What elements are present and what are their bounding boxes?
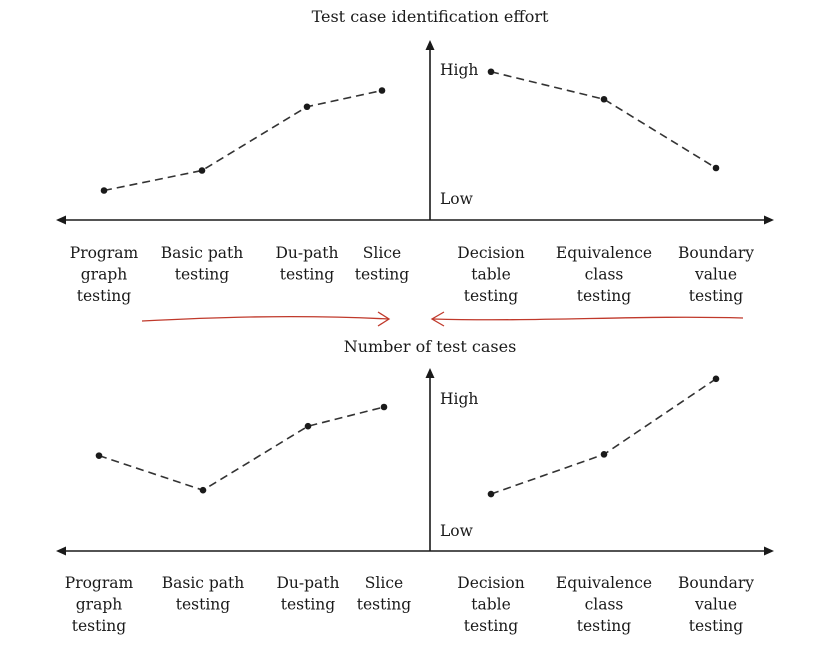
data-point — [199, 486, 207, 494]
category-label-line: testing — [72, 617, 127, 635]
y-low-label: Low — [440, 190, 474, 208]
data-point — [380, 403, 388, 411]
category-label-line: testing — [77, 287, 132, 305]
chart-title: Number of test cases — [344, 337, 517, 356]
category-label-line: table — [471, 266, 511, 284]
chart-title: Test case identification effort — [312, 7, 549, 26]
y-axis-arrowhead — [425, 40, 435, 50]
category-label-line: Du-path — [276, 574, 339, 592]
category-label-line: Basic path — [161, 244, 244, 262]
category-label-line: Equivalence — [556, 574, 652, 592]
category-label-line: testing — [464, 287, 519, 305]
category-label: Decision table testing — [457, 574, 524, 635]
effort-chart: Test case identification effort High Low… — [56, 7, 774, 305]
series-line — [490, 70, 717, 169]
category-label-line: Equivalence — [556, 244, 652, 262]
category-label-line: Decision — [457, 574, 524, 592]
category-label-line: Boundary — [678, 574, 754, 592]
category-label: Program graph testing — [70, 244, 139, 305]
category-label-line: testing — [281, 596, 336, 614]
category-label-line: Decision — [457, 244, 524, 262]
category-label: Boundary value testing — [678, 244, 754, 305]
category-label-line: Slice — [365, 574, 403, 592]
category-label-line: class — [585, 266, 624, 284]
category-label-line: testing — [689, 287, 744, 305]
category-label: Boundary value testing — [678, 574, 754, 635]
category-label: Slice testing — [357, 574, 412, 614]
category-label: Basic path testing — [162, 574, 245, 614]
x-axis-left-arrowhead — [56, 215, 66, 225]
category-label: Basic path testing — [161, 244, 244, 284]
category-label: Program graph testing — [65, 574, 134, 635]
category-label-line: testing — [689, 617, 744, 635]
category-label-line: Program — [65, 574, 134, 592]
data-point — [100, 187, 108, 194]
category-label: Slice testing — [355, 244, 410, 284]
category-label-line: testing — [280, 266, 335, 284]
category-label-line: graph — [76, 596, 122, 614]
data-point — [95, 452, 103, 459]
category-label: Equivalence class testing — [556, 574, 652, 635]
category-label-line: table — [471, 596, 511, 614]
data-point — [198, 167, 206, 174]
category-label-line: Boundary — [678, 244, 754, 262]
x-axis-right-arrowhead — [764, 546, 774, 556]
category-label-line: testing — [176, 596, 231, 614]
data-point — [487, 490, 495, 498]
series-line — [490, 378, 717, 495]
category-label-line: Program — [70, 244, 139, 262]
data-point — [487, 68, 495, 76]
category-label-line: testing — [577, 287, 632, 305]
y-high-label: High — [440, 61, 478, 79]
data-point — [303, 103, 311, 111]
data-point — [600, 95, 608, 103]
annotation-arrowhead-right — [377, 311, 391, 327]
category-label-line: testing — [357, 596, 412, 614]
category-label-line: testing — [464, 617, 519, 635]
category-label-line: Basic path — [162, 574, 245, 592]
data-point — [378, 87, 386, 94]
category-label-line: testing — [355, 266, 410, 284]
category-label: Du-path testing — [276, 574, 339, 614]
x-axis-left-arrowhead — [56, 546, 66, 556]
y-low-label: Low — [440, 522, 474, 540]
category-label-line: class — [585, 596, 624, 614]
category-label-line: testing — [175, 266, 230, 284]
series-line — [98, 406, 385, 492]
data-point — [712, 375, 720, 383]
category-label-line: testing — [577, 617, 632, 635]
x-axis-right-arrowhead — [764, 215, 774, 225]
data-point — [600, 451, 608, 458]
data-point — [712, 164, 720, 172]
y-high-label: High — [440, 390, 478, 408]
category-label: Du-path testing — [275, 244, 338, 284]
category-label-line: Slice — [363, 244, 401, 262]
annotation-arrowhead-left — [430, 311, 445, 327]
category-label-line: value — [694, 266, 737, 284]
category-label: Equivalence class testing — [556, 244, 652, 305]
test-cases-chart: Number of test cases High Low Program gra… — [56, 337, 774, 635]
category-label-line: Du-path — [275, 244, 338, 262]
annotation-arrow-left — [432, 316, 744, 321]
y-axis-arrowhead — [425, 368, 435, 378]
series-line — [103, 89, 383, 192]
category-label: Decision table testing — [457, 244, 524, 305]
data-point — [304, 422, 312, 430]
category-label-line: value — [694, 596, 737, 614]
annotation-arrow-right — [141, 315, 389, 322]
category-label-line: graph — [81, 266, 127, 284]
annotation-arrows — [141, 311, 744, 327]
